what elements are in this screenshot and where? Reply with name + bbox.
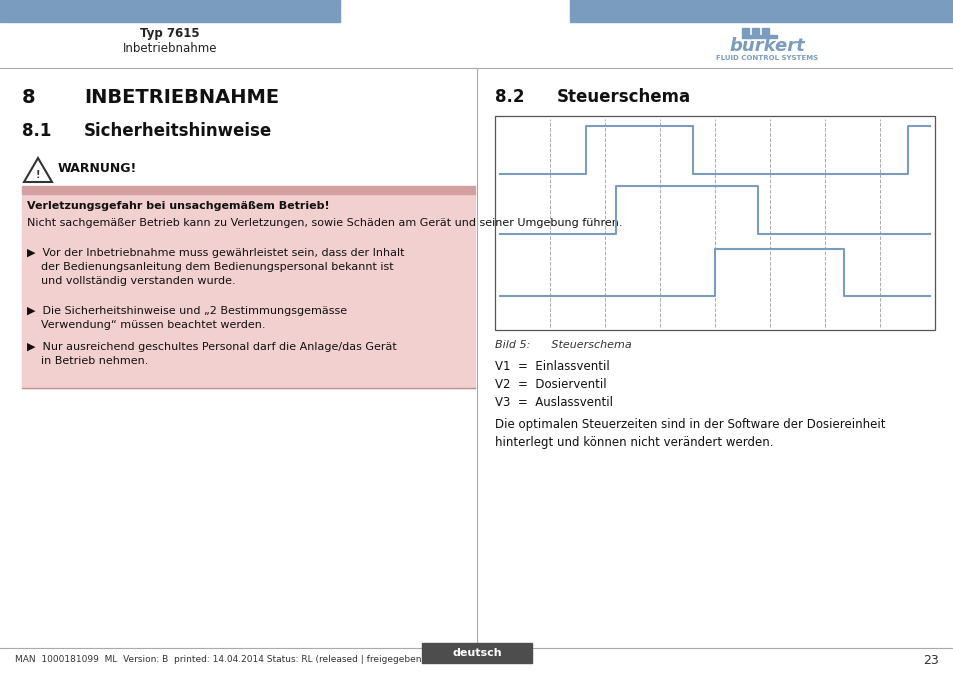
Bar: [22, 186, 475, 194]
Text: Steuerschema: Steuerschema: [557, 88, 690, 106]
Text: !: !: [35, 170, 40, 180]
Text: Sicherheitshinweise: Sicherheitshinweise: [84, 122, 272, 140]
Text: WARNUNG!: WARNUNG!: [58, 162, 137, 175]
Bar: [421, 643, 532, 663]
Text: V3  =  Auslassventil: V3 = Auslassventil: [495, 396, 613, 409]
Text: bürkert: bürkert: [728, 37, 804, 55]
Text: V1  =  Einlassventil: V1 = Einlassventil: [495, 360, 609, 373]
Text: Typ 7615: Typ 7615: [140, 28, 199, 40]
Text: Nicht sachgemäßer Betrieb kann zu Verletzungen, sowie Schäden am Gerät und seine: Nicht sachgemäßer Betrieb kann zu Verlet…: [27, 218, 622, 228]
Text: Inbetriebnahme: Inbetriebnahme: [123, 42, 217, 55]
Text: MAN  1000181099  ML  Version: B  printed: 14.04.2014 Status: RL (released | frei: MAN 1000181099 ML Version: B printed: 14…: [15, 656, 424, 664]
Bar: [495, 116, 934, 330]
Text: 8.2: 8.2: [495, 88, 524, 106]
Text: ▶  Die Sicherheitshinweise und „2 Bestimmungsgemässe
    Verwendung“ müssen beac: ▶ Die Sicherheitshinweise und „2 Bestimm…: [27, 306, 347, 330]
Text: ▶  Vor der Inbetriebnahme muss gewährleistet sein, dass der Inhalt
    der Bedie: ▶ Vor der Inbetriebnahme muss gewährleis…: [27, 248, 404, 286]
Text: V2  =  Dosierventil: V2 = Dosierventil: [495, 378, 606, 391]
Bar: [741, 28, 748, 34]
Text: Verletzungsgefahr bei unsachgemäßem Betrieb!: Verletzungsgefahr bei unsachgemäßem Betr…: [27, 201, 330, 211]
Text: Die optimalen Steuerzeiten sind in der Software der Dosiereinheit
hinterlegt und: Die optimalen Steuerzeiten sind in der S…: [495, 418, 884, 449]
Bar: [0, 0, 339, 22]
Bar: [751, 28, 759, 34]
Text: 8.1: 8.1: [22, 122, 51, 140]
Text: INBETRIEBNAHME: INBETRIEBNAHME: [84, 88, 279, 107]
Bar: [569, 0, 953, 22]
Text: ▶  Nur ausreichend geschultes Personal darf die Anlage/das Gerät
    in Betrieb : ▶ Nur ausreichend geschultes Personal da…: [27, 342, 396, 366]
Text: deutsch: deutsch: [452, 648, 501, 658]
Bar: [741, 35, 776, 38]
Bar: [22, 194, 475, 388]
Bar: [761, 28, 768, 34]
Text: FLUID CONTROL SYSTEMS: FLUID CONTROL SYSTEMS: [715, 55, 818, 61]
Text: 8: 8: [22, 88, 35, 107]
Text: Bild 5:      Steuerschema: Bild 5: Steuerschema: [495, 340, 631, 350]
Text: 23: 23: [923, 653, 938, 666]
